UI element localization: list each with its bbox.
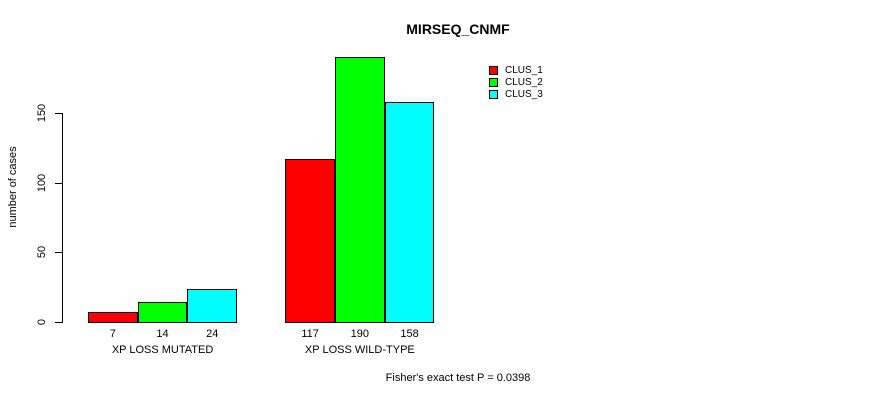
y-axis-label: number of cases [7, 146, 19, 228]
bar-value-label: 24 [206, 328, 219, 340]
legend: CLUS_1 CLUS_2 CLUS_3 [489, 64, 543, 100]
legend-swatch-icon [489, 65, 498, 75]
legend-item-clus_1: CLUS_1 [489, 64, 543, 76]
bar-value-label: 117 [301, 328, 319, 340]
y-tick-mark [55, 252, 62, 254]
legend-swatch-icon [489, 89, 498, 99]
y-tick-label: 150 [36, 103, 48, 123]
legend-label: CLUS_3 [505, 88, 543, 100]
y-tick-mark [55, 322, 62, 323]
bar-clus_1-group1 [88, 312, 138, 323]
y-tick-label: 50 [36, 246, 48, 259]
y-tick-mark [55, 113, 62, 114]
bar-clus_2-group1 [137, 302, 188, 323]
y-tick-label: 0 [36, 318, 48, 326]
chart-title: MIRSEQ_CNMF [406, 21, 510, 37]
y-axis-line [62, 113, 63, 323]
y-tick-mark [55, 182, 62, 184]
legend-label: CLUS_1 [505, 64, 543, 76]
bar-clus_3-group2 [384, 101, 435, 323]
bar-clus_2-group2 [335, 57, 385, 323]
bar-value-label: 14 [156, 328, 169, 340]
bar-value-label: 158 [400, 328, 419, 340]
legend-item-clus_2: CLUS_2 [489, 76, 543, 88]
legend-swatch-icon [489, 77, 498, 87]
x-group-label: XP LOSS MUTATED [111, 344, 214, 356]
legend-label: CLUS_2 [505, 76, 543, 88]
legend-item-clus_3: CLUS_3 [489, 88, 543, 100]
bar-clus_3-group1 [187, 288, 238, 323]
bar-clus_1-group2 [285, 158, 335, 323]
bar-value-label: 7 [109, 328, 116, 340]
bar-value-label: 190 [350, 328, 370, 340]
y-tick-label: 100 [36, 173, 48, 192]
fisher-test-annotation: Fisher's exact test P = 0.0398 [385, 372, 531, 384]
x-group-label: XP LOSS WILD-TYPE [304, 344, 415, 356]
